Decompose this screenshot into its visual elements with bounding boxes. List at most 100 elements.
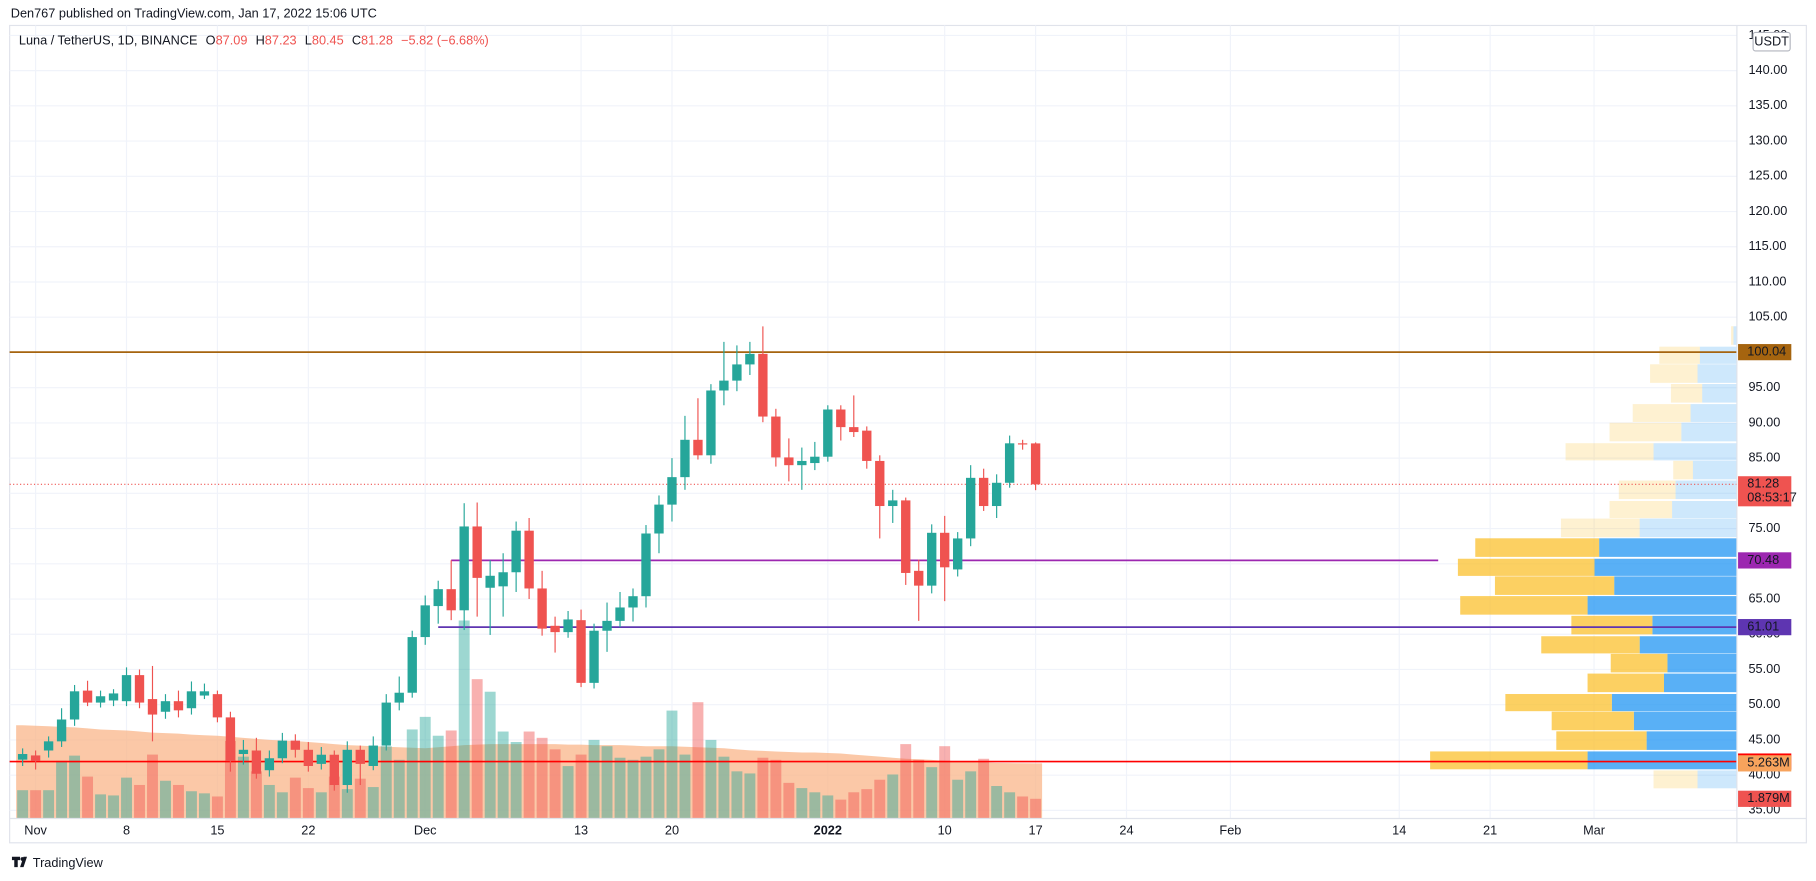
candle-body xyxy=(147,699,158,715)
volume-bar xyxy=(82,776,94,819)
profile-up xyxy=(1733,326,1737,345)
profile-up xyxy=(1587,751,1737,770)
volume-bar xyxy=(198,793,210,819)
symbol: Luna / TetherUS, 1D, BINANCE xyxy=(19,33,198,48)
profile-up xyxy=(1594,558,1737,576)
volume-bar xyxy=(484,691,496,819)
volume-bar xyxy=(653,749,665,819)
candle-body xyxy=(615,607,625,621)
profile-down xyxy=(1505,694,1612,712)
profile-down xyxy=(1460,596,1588,615)
candle-body xyxy=(290,740,301,750)
volume-bar xyxy=(121,777,132,819)
profile-down xyxy=(1430,751,1588,770)
profile-up xyxy=(1675,480,1737,500)
y-tick-label: 130.00 xyxy=(1748,132,1787,147)
candle-body xyxy=(550,625,560,633)
axis-layer: 35.0040.0045.0050.0055.0060.0065.0070.00… xyxy=(24,27,1797,838)
volume-bar xyxy=(406,729,418,819)
ohlc-letter: H xyxy=(256,33,265,48)
volume-label-badge xyxy=(1738,790,1792,807)
profile-down xyxy=(1457,558,1595,576)
volume-bar xyxy=(926,767,938,819)
candle-body xyxy=(381,702,391,746)
candle-body xyxy=(810,456,820,464)
candle-body xyxy=(95,696,106,703)
volume-ma-label: 5.263M xyxy=(1747,755,1789,770)
volume-bar xyxy=(939,746,951,819)
volume-bar xyxy=(991,786,1003,819)
candle-body xyxy=(589,630,599,683)
volume-bar xyxy=(1004,792,1016,819)
y-tick-label: 90.00 xyxy=(1748,414,1780,429)
profile-down xyxy=(1475,538,1600,557)
volume-bar xyxy=(718,756,730,819)
volume-bar xyxy=(134,784,145,819)
volume-bar xyxy=(173,784,184,819)
volume-bar xyxy=(575,754,587,819)
volume-bar xyxy=(588,739,600,819)
profile-up xyxy=(1599,538,1737,557)
publisher-line: Den767 published on TradingView.com, Jan… xyxy=(11,5,377,20)
profile-down xyxy=(1632,404,1691,422)
candle-body xyxy=(719,380,729,391)
profile-up xyxy=(1639,636,1737,654)
volume-bar xyxy=(328,776,340,819)
y-tick-label: 55.00 xyxy=(1748,661,1780,676)
x-tick-label: Nov xyxy=(24,823,47,838)
profile-up xyxy=(1653,443,1737,461)
volume-layer xyxy=(16,620,1043,819)
volume-bar xyxy=(757,757,769,819)
volume-bar xyxy=(380,746,392,819)
profile-up xyxy=(1663,673,1737,693)
level-label: 100.04 xyxy=(1747,344,1786,359)
candle-body xyxy=(355,749,365,764)
currency-badge[interactable] xyxy=(1752,31,1791,52)
candle-body xyxy=(927,532,937,586)
volume-bar xyxy=(471,679,483,819)
countdown: 08:53:17 xyxy=(1747,490,1797,505)
profile-down xyxy=(1571,615,1653,635)
volume-label: 1.879M xyxy=(1747,790,1789,805)
volume-bar xyxy=(887,774,899,819)
candle-body xyxy=(82,690,93,703)
volume-bar xyxy=(237,756,249,819)
currency[interactable]: USDT xyxy=(1754,34,1789,49)
volume-bar xyxy=(835,799,847,819)
profile-up xyxy=(1614,576,1737,595)
volume-bar xyxy=(705,739,717,819)
volume-bar xyxy=(419,716,431,819)
volume-bar xyxy=(679,754,691,819)
candle-body xyxy=(875,460,885,507)
level-label-badge xyxy=(1738,344,1792,361)
candle-body xyxy=(511,530,521,573)
profile-up xyxy=(1697,770,1737,789)
candle-body xyxy=(576,620,586,683)
x-tick-label: 20 xyxy=(665,823,679,838)
ohlc-letter: C xyxy=(352,33,361,48)
candle-body xyxy=(433,589,443,607)
x-tick-label: 8 xyxy=(123,823,130,838)
x-tick-label: 21 xyxy=(1483,823,1497,838)
candle-body xyxy=(1030,443,1041,485)
candle-body xyxy=(121,675,132,702)
profile-up xyxy=(1587,596,1737,615)
y-tick-label: 140.00 xyxy=(1748,62,1787,77)
candle-body xyxy=(342,749,352,786)
volume-bar xyxy=(108,795,119,819)
candle-body xyxy=(991,482,1002,507)
ohlc-letter: O xyxy=(206,33,216,48)
candle-body xyxy=(537,588,547,629)
candle-body xyxy=(1017,443,1028,445)
y-tick-label: 75.00 xyxy=(1748,520,1780,535)
volume-bar xyxy=(770,759,782,819)
volume-bar xyxy=(315,792,327,819)
level-label: 61.01 xyxy=(1747,618,1779,633)
volume-bar xyxy=(1030,798,1042,819)
volume-bar xyxy=(861,789,873,819)
profile-down xyxy=(1556,731,1647,750)
candle-body xyxy=(17,754,28,760)
change: −5.82 (−6.68%) xyxy=(401,33,489,48)
volume-bar xyxy=(900,744,912,819)
y-tick-label: 105.00 xyxy=(1748,309,1787,324)
